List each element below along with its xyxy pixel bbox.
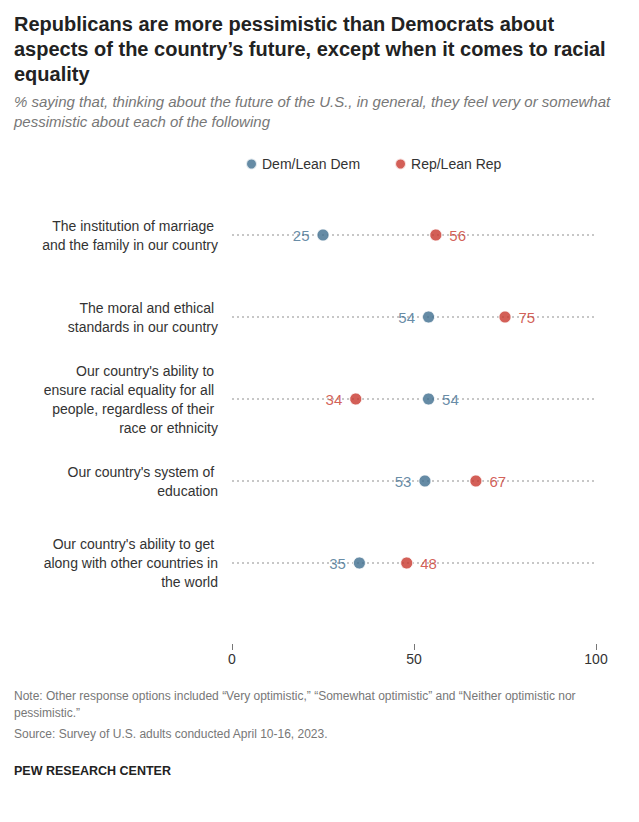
svg-text:67: 67 <box>489 473 506 490</box>
html-text:PEW RESEARCH CENTER: PEW RESEARCH CENTER <box>14 764 171 778</box>
svg-text:34: 34 <box>326 391 343 408</box>
svg-text:Rep/Lean Rep: Rep/Lean Rep <box>411 156 502 172</box>
svg-text:education: education <box>157 483 218 499</box>
svg-text:35: 35 <box>329 555 346 572</box>
svg-text:0: 0 <box>228 651 236 667</box>
svg-text:100: 100 <box>584 651 608 667</box>
svg-text:Our country's ability to: Our country's ability to <box>76 363 218 379</box>
svg-text:53: 53 <box>395 473 412 490</box>
svg-text:50: 50 <box>406 651 422 667</box>
svg-text:54: 54 <box>398 309 415 326</box>
html-text:Note: Other response options i: Note: Other response options included “V… <box>14 689 576 720</box>
svg-text:Our country's system of: Our country's system of <box>68 464 219 480</box>
svg-text:The moral and ethical: The moral and ethical <box>79 300 218 316</box>
svg-text:56: 56 <box>449 227 466 244</box>
svg-text:Dem/Lean Dem: Dem/Lean Dem <box>262 156 360 172</box>
svg-text:the world: the world <box>157 574 218 590</box>
svg-text:standards in our country: standards in our country <box>68 319 218 335</box>
html-text:Republicans are more pessimist: Republicans are more pessimistic than De… <box>14 13 606 85</box>
svg-text:The institution of marriage: The institution of marriage <box>52 218 218 234</box>
svg-text:54: 54 <box>442 391 459 408</box>
html-text:% saying that, thinking about: % saying that, thinking about the future… <box>14 93 611 130</box>
svg-text:race or ethnicity: race or ethnicity <box>119 420 218 436</box>
svg-text:75: 75 <box>519 309 536 326</box>
svg-text:25: 25 <box>293 227 310 244</box>
svg-text:ensure racial equality for all: ensure racial equality for all <box>44 382 218 398</box>
svg-text:along with other countries in: along with other countries in <box>44 555 218 571</box>
html-text:Source: Survey of U.S. adults: Source: Survey of U.S. adults conducted … <box>14 727 328 741</box>
svg-text:Our country's ability to get: Our country's ability to get <box>53 536 218 552</box>
svg-text:and the family in our country: and the family in our country <box>42 237 218 253</box>
svg-text:people, regardless of their: people, regardless of their <box>52 401 218 417</box>
svg-text:48: 48 <box>420 555 437 572</box>
